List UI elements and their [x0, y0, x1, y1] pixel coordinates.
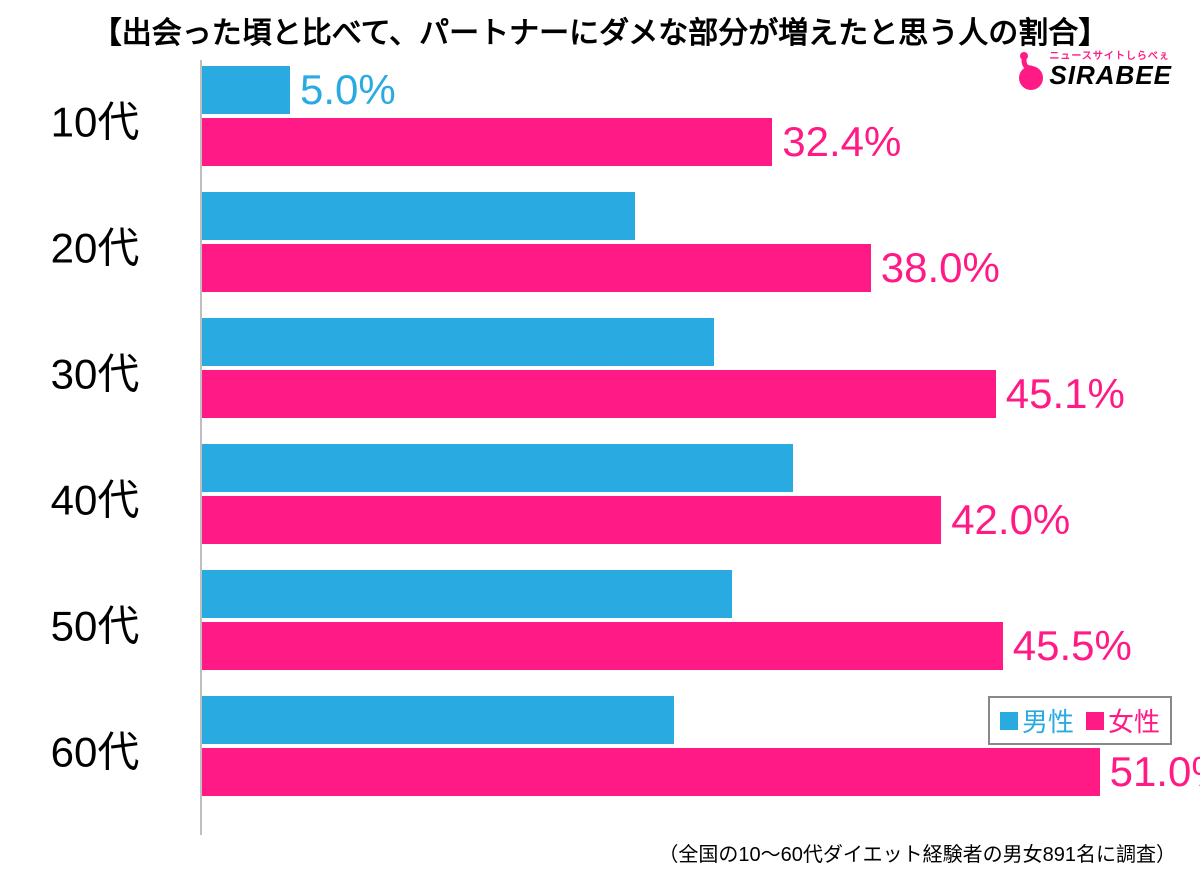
bar-value-label: 38.0%	[881, 244, 1000, 292]
legend-item-male: 男性	[1000, 702, 1074, 739]
bar-value-label: 26.8%	[547, 696, 666, 744]
category-label: 20代	[0, 215, 190, 276]
bar-value-label: 5.0%	[300, 66, 396, 114]
bar-value-label: 30.1%	[605, 570, 724, 618]
bar-group: 50代30.1%45.5%	[0, 564, 1180, 682]
bar-female: 45.5%	[202, 622, 1003, 670]
legend-swatch-female	[1086, 712, 1104, 730]
legend-label-female: 女性	[1108, 702, 1160, 739]
category-label: 30代	[0, 341, 190, 402]
bar-female: 45.1%	[202, 370, 996, 418]
bar-male: 29.1%	[202, 318, 714, 366]
category-label: 40代	[0, 467, 190, 528]
bar-group: 40代33.6%42.0%	[0, 438, 1180, 556]
bar-value-label: 29.1%	[587, 318, 706, 366]
bar-male: 33.6%	[202, 444, 793, 492]
legend: 男性 女性	[988, 696, 1172, 745]
bar-female: 42.0%	[202, 496, 941, 544]
bar-male: 30.1%	[202, 570, 732, 618]
bar-male: 26.8%	[202, 696, 674, 744]
legend-label-male: 男性	[1022, 702, 1074, 739]
legend-item-female: 女性	[1086, 702, 1160, 739]
bar-male: 5.0%	[202, 66, 290, 114]
legend-swatch-male	[1000, 712, 1018, 730]
bar-male: 24.6%	[202, 192, 635, 240]
category-label: 10代	[0, 89, 190, 150]
bar-value-label: 42.0%	[951, 496, 1070, 544]
category-label: 50代	[0, 593, 190, 654]
bar-group: 10代5.0%32.4%	[0, 60, 1180, 178]
bar-female: 32.4%	[202, 118, 772, 166]
bar-value-label: 32.4%	[782, 118, 901, 166]
bar-value-label: 24.6%	[508, 192, 627, 240]
bar-value-label: 45.1%	[1006, 370, 1125, 418]
bar-female: 51.0%	[202, 748, 1100, 796]
bar-group: 30代29.1%45.1%	[0, 312, 1180, 430]
footnote: （全国の10〜60代ダイエット経験者の男女891名に調査）	[658, 838, 1176, 867]
bar-value-label: 45.5%	[1013, 622, 1132, 670]
bar-female: 38.0%	[202, 244, 871, 292]
category-label: 60代	[0, 719, 190, 780]
bar-group: 20代24.6%38.0%	[0, 186, 1180, 304]
bar-value-label: 33.6%	[666, 444, 785, 492]
bar-value-label: 51.0%	[1110, 748, 1200, 796]
